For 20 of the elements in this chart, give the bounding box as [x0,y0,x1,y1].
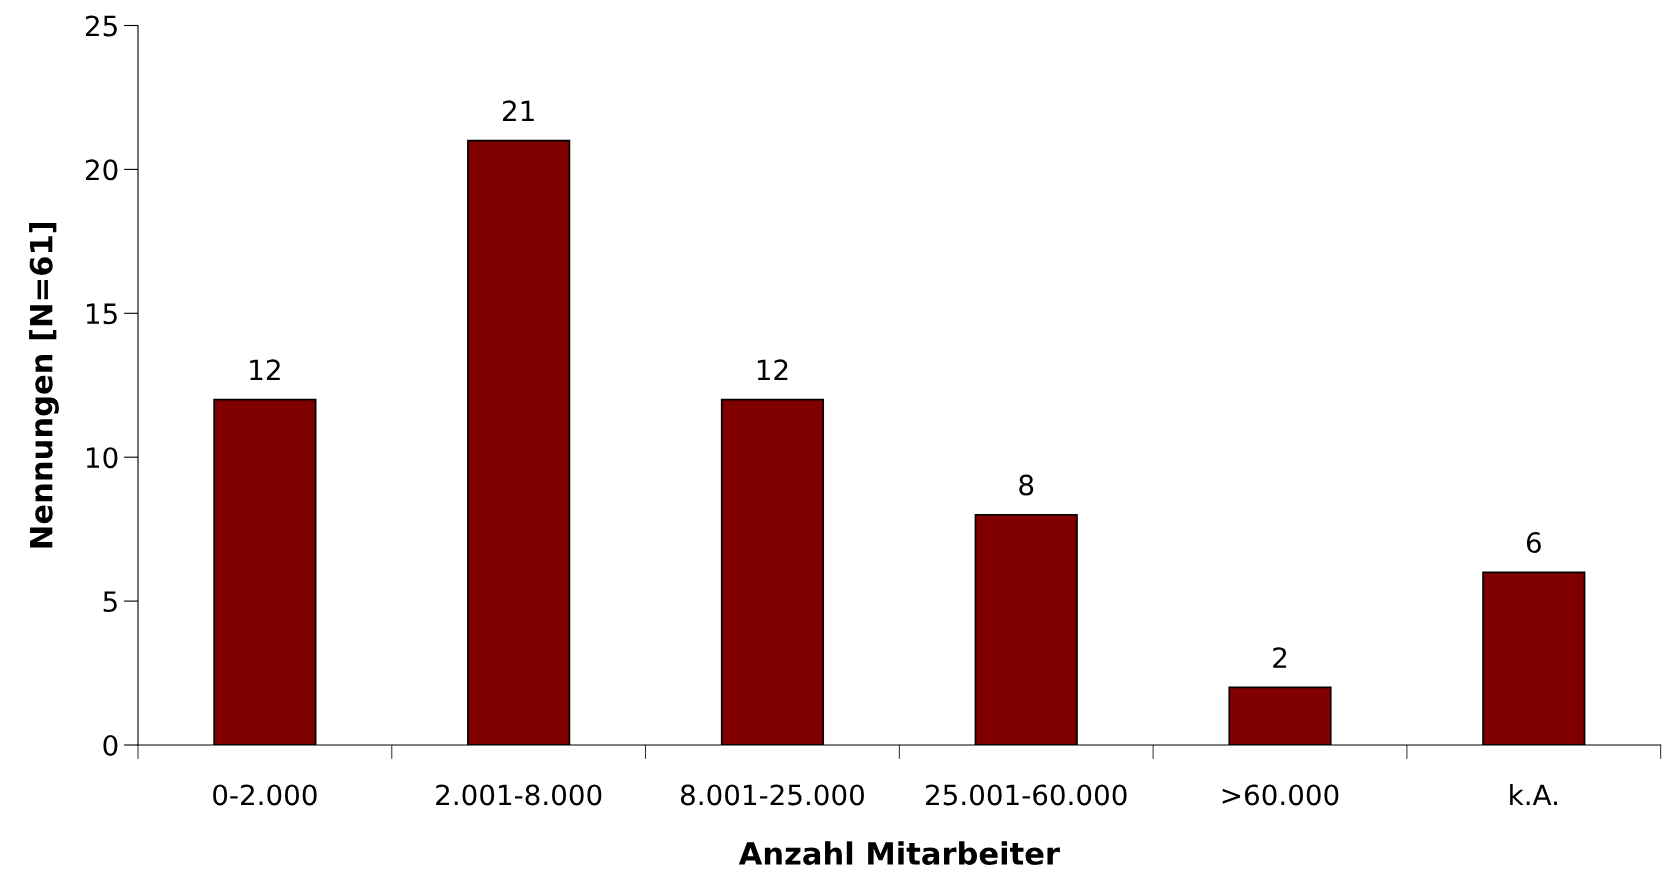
y-tick-label: 10 [86,447,118,469]
x-tick-label: 25.001-60.000 [926,784,1127,806]
y-axis-title: Nennungen [N=61] [29,222,59,548]
x-tick-label: 2.001-8.000 [436,784,602,806]
y-tick-label: 25 [85,15,117,37]
x-axis-title: Anzahl Mitarbeiter [738,841,1060,865]
data-label: 21 [503,100,534,121]
x-tick-label: 8.001-25.000 [680,784,864,806]
data-label: 2 [1273,647,1287,668]
x-tick-label: 0-2.000 [213,784,317,806]
y-tick-label: 20 [85,159,118,181]
y-tick-label: 15 [86,303,117,325]
data-label: 12 [250,359,280,380]
x-tick-label: k.A. [1510,783,1557,805]
x-tick-label: >60.000 [1222,784,1339,806]
data-label: 8 [1019,474,1034,496]
data-label: 6 [1526,532,1541,554]
y-tick-label: 5 [103,591,117,613]
data-label: 12 [757,359,788,380]
y-tick-label: 0 [103,734,118,756]
